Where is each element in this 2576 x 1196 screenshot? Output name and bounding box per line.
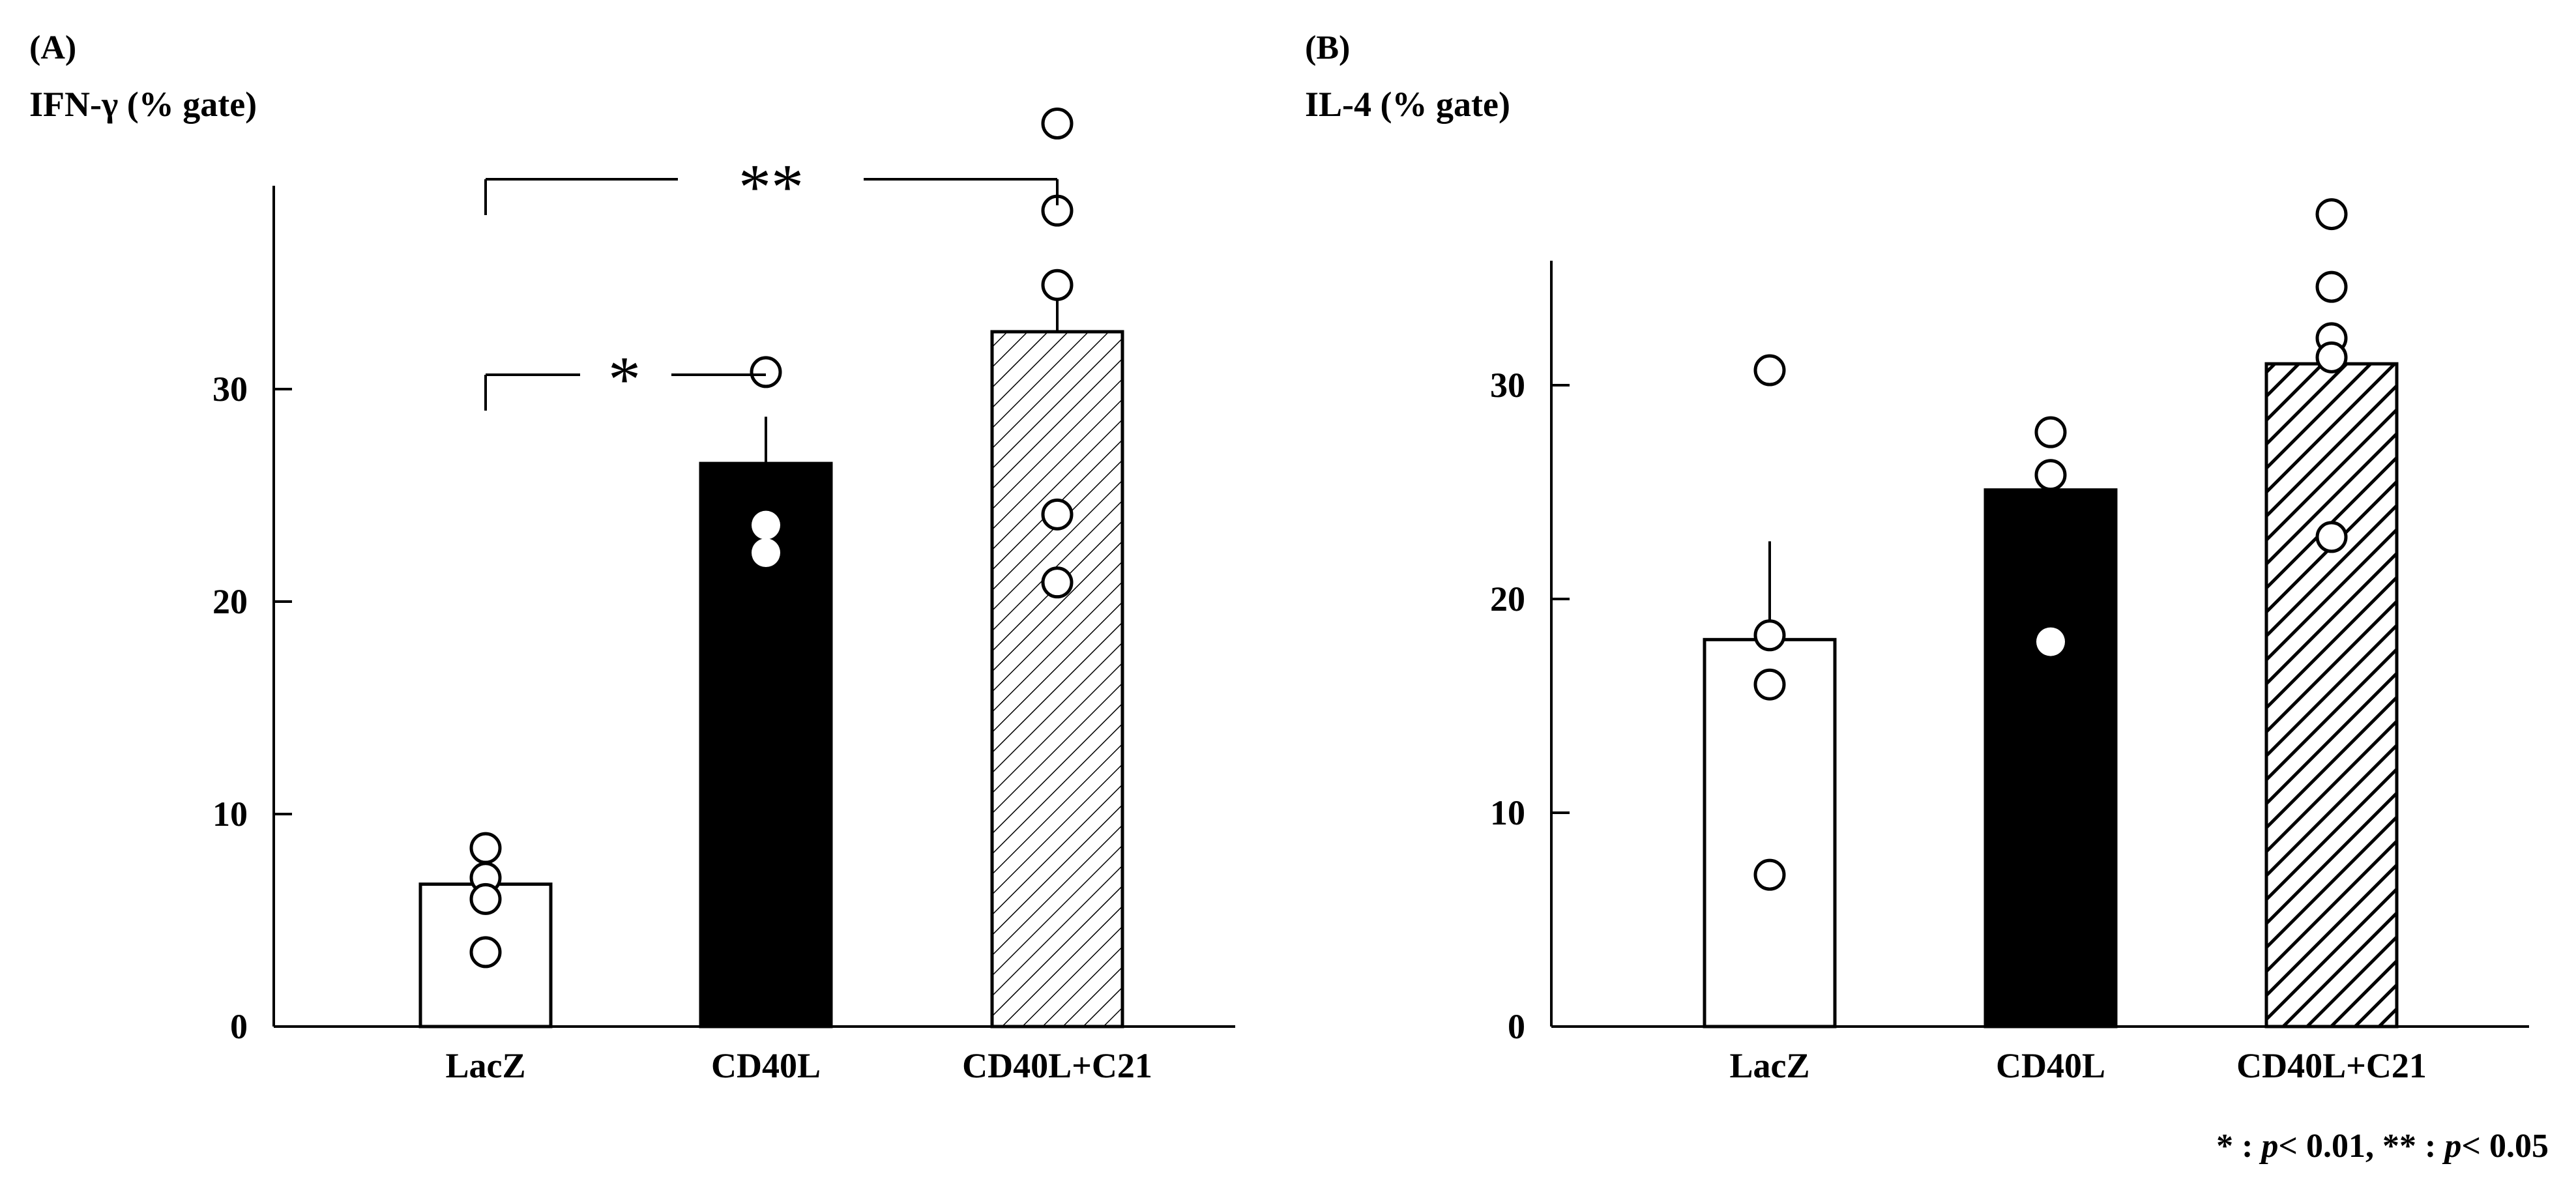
panel-a-bar	[990, 330, 1124, 1028]
panel-a-label: (A)	[29, 29, 76, 66]
panel-a-category-label: CD40L+C21	[962, 1046, 1152, 1085]
panel-a-data-point	[469, 936, 502, 969]
footnote-rest2: < 0.05	[2461, 1128, 2549, 1165]
panel-b-data-point	[1753, 668, 1786, 701]
panel-b-bar	[1983, 488, 2118, 1028]
panel-a-category-label: LacZ	[445, 1046, 525, 1085]
panel-b-y-tick-label: 30	[1490, 366, 1525, 405]
panel-b-category-label: CD40L	[1996, 1046, 2105, 1085]
panel-b-plot-area: 0 10 20 30 LacZ CD40L CD40L+C21	[1490, 198, 2529, 1085]
panel-a-data-point	[1041, 108, 1074, 139]
panel-b-bar	[2264, 362, 2399, 1028]
panel-a-y-tick-label: 30	[212, 370, 248, 409]
panel-a-data-point	[752, 510, 780, 540]
footnote-rest1: < 0.01, ** :	[2278, 1128, 2444, 1165]
footnote-star1: * :	[2216, 1128, 2261, 1165]
footnote-p2: p	[2442, 1128, 2461, 1165]
panel-a-data-point	[750, 356, 782, 388]
panel-a-data-point	[1041, 498, 1074, 531]
panel-a-data-point	[752, 538, 780, 568]
panel-a-data-point	[469, 832, 502, 864]
panel-a-y-tick-label: 20	[212, 582, 248, 621]
footnote-p1: p	[2259, 1128, 2278, 1165]
panel-b-category-label: CD40L+C21	[2236, 1046, 2427, 1085]
panel-a-data-point	[469, 882, 502, 915]
panel-b-data-point	[2315, 270, 2348, 303]
panel-a-significance-marker: *	[608, 343, 641, 415]
panel-a: (A) IFN-γ (% gate) 0 10 20 30 LacZ CD40L CD40L…	[29, 29, 1235, 1085]
panel-b-data-point	[1753, 619, 1786, 652]
panel-a-category-label: CD40L	[711, 1046, 821, 1085]
panel-b-y-axis-label: IL-4 (% gate)	[1305, 85, 1510, 124]
panel-a-y-tick-label: 10	[212, 795, 248, 834]
panel-b-data-point	[2036, 627, 2065, 656]
panel-a-data-point	[1041, 269, 1074, 301]
significance-footnote: * : p< 0.01, ** : p< 0.05	[2216, 1128, 2549, 1165]
panel-b-y-tick-label: 20	[1490, 579, 1525, 619]
panel-a-significance-marker: **	[739, 151, 804, 223]
panel-b-bar	[1703, 637, 1837, 1028]
panel-b-y-tick-label: 10	[1490, 793, 1525, 832]
panel-b-data-point	[2315, 521, 2348, 553]
panel-a-data-point	[1041, 566, 1074, 599]
panel-b-y-tick-label: 0	[1508, 1007, 1525, 1046]
panel-b-data-point	[2315, 198, 2348, 231]
panel-b-data-point	[2315, 341, 2348, 373]
panel-b-category-label: LacZ	[1729, 1046, 1809, 1085]
panel-b-label: (B)	[1305, 29, 1350, 66]
panel-b-data-point	[1753, 858, 1786, 891]
panel-b: (B) IL-4 (% gate) 0 10 20 30 LacZ CD40L CD40L+…	[1305, 29, 2529, 1085]
panel-b-data-point	[2034, 416, 2067, 448]
panel-b-data-point	[2034, 459, 2067, 491]
panel-a-y-tick-label: 0	[230, 1007, 248, 1046]
panel-b-data-point	[1753, 354, 1786, 387]
panel-a-y-axis-label: IFN-γ (% gate)	[29, 85, 257, 124]
